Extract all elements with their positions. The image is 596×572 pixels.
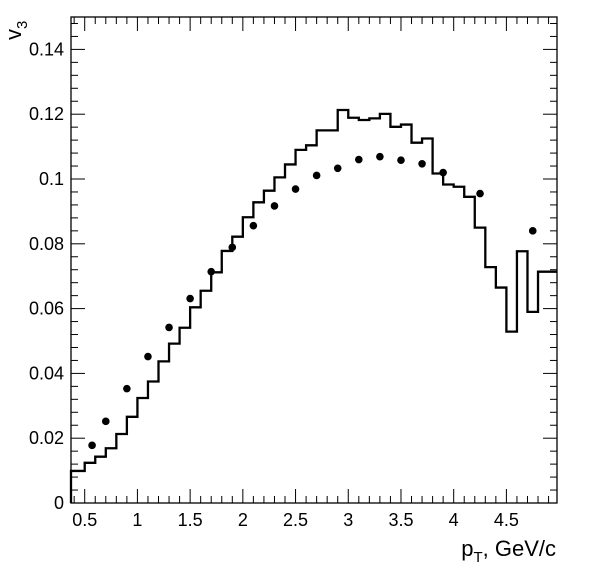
x-tick-label: 3.5 bbox=[388, 510, 413, 530]
data-point bbox=[228, 243, 237, 252]
y-axis-title: v3 bbox=[1, 21, 31, 40]
data-point bbox=[101, 417, 110, 426]
y-tick-label: 0.12 bbox=[29, 104, 64, 124]
histogram-line bbox=[69, 108, 557, 503]
data-point bbox=[397, 156, 405, 165]
data-series bbox=[69, 108, 557, 503]
data-point bbox=[249, 221, 258, 230]
x-tick-label: 2 bbox=[238, 510, 248, 530]
y-tick-label: 0.02 bbox=[29, 428, 64, 448]
x-tick-label: 0.5 bbox=[72, 510, 97, 530]
data-point bbox=[270, 202, 279, 210]
y-axis-title-sub: 3 bbox=[14, 21, 31, 29]
x-tick-label: 4 bbox=[449, 510, 459, 530]
x-axis-title-sub: T bbox=[473, 549, 482, 566]
axes bbox=[70, 16, 558, 504]
x-tick-labels: 0.5 1 1.5 2 2.5 3 3.5 4 4.5 bbox=[72, 510, 519, 530]
y-tick-labels: 0 0.02 0.04 0.06 0.08 0.1 0.12 0.14 bbox=[29, 39, 64, 513]
data-point bbox=[476, 189, 484, 198]
y-tick-label: 0.08 bbox=[29, 234, 64, 254]
data-point bbox=[355, 155, 363, 164]
x-tick-label: 1.5 bbox=[178, 510, 203, 530]
x-tick-label: 4.5 bbox=[494, 510, 519, 530]
data-point bbox=[418, 159, 426, 168]
y-tick-label: 0.1 bbox=[39, 169, 64, 189]
y-tick-label: 0.04 bbox=[29, 363, 64, 383]
data-point bbox=[207, 267, 216, 276]
y-tick-label: 0.06 bbox=[29, 299, 64, 319]
data-point bbox=[291, 185, 300, 193]
plot-frame bbox=[70, 16, 558, 504]
tick-marks bbox=[71, 17, 557, 504]
x-tick-label: 2.5 bbox=[283, 510, 308, 530]
y-tick-label: 0 bbox=[54, 493, 64, 513]
x-tick-label: 1 bbox=[132, 510, 142, 530]
data-point bbox=[165, 323, 173, 332]
x-axis-title-suffix: , GeV/c bbox=[483, 536, 556, 561]
data-point bbox=[186, 294, 194, 303]
x-tick-label: 3 bbox=[343, 510, 353, 530]
y-tick-label: 0.14 bbox=[29, 39, 64, 59]
data-point bbox=[144, 352, 152, 361]
data-point bbox=[312, 171, 321, 180]
data-point bbox=[528, 227, 537, 235]
x-axis-title-main: p bbox=[461, 536, 473, 561]
y-axis-title-main: v bbox=[1, 29, 26, 40]
data-point bbox=[376, 152, 384, 161]
data-point bbox=[123, 384, 131, 393]
x-axis-title: pT, GeV/c bbox=[461, 536, 556, 566]
data-point bbox=[333, 164, 342, 173]
data-point bbox=[439, 168, 447, 177]
data-point bbox=[88, 441, 96, 450]
